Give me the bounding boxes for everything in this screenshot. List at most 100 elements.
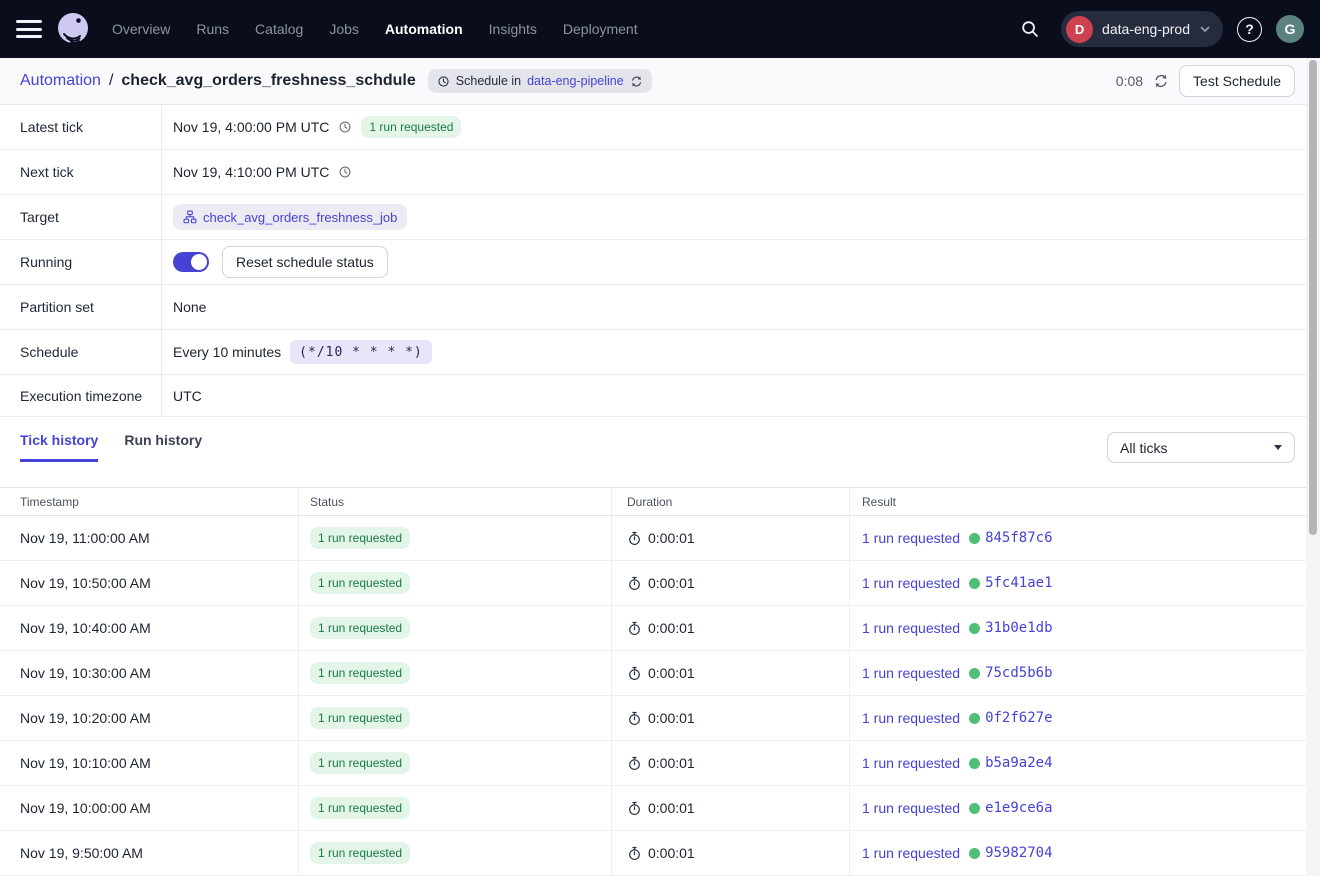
detail-row-latest-tick: Latest tick Nov 19, 4:00:00 PM UTC 1 run…: [0, 105, 1320, 150]
table-row: Nov 19, 10:00:00 AM 1 run requested 0:00…: [0, 786, 1320, 831]
status-badge: 1 run requested: [310, 752, 410, 774]
run-status-dot: [969, 713, 980, 724]
table-header: Timestamp Status Duration Result: [0, 487, 1320, 516]
column-header-duration: Duration: [612, 488, 850, 515]
cron-expression: (*/10 * * * *): [290, 340, 432, 364]
stopwatch-icon: [627, 756, 642, 771]
result-runs-link[interactable]: 1 run requested: [862, 845, 960, 861]
nav-right: D data-eng-prod ? G: [1013, 11, 1304, 47]
result-runs-link[interactable]: 1 run requested: [862, 710, 960, 726]
tick-timestamp: Nov 19, 11:00:00 AM: [0, 516, 299, 560]
run-status-dot: [969, 758, 980, 769]
stopwatch-icon: [627, 711, 642, 726]
tick-duration: 0:00:01: [648, 530, 695, 546]
nav-item-insights[interactable]: Insights: [489, 21, 537, 37]
detail-row-next-tick: Next tick Nov 19, 4:10:00 PM UTC: [0, 150, 1320, 195]
reset-schedule-status-button[interactable]: Reset schedule status: [222, 246, 388, 278]
detail-label: Partition set: [0, 285, 162, 329]
latest-tick-status-badge: 1 run requested: [361, 116, 461, 138]
column-header-result: Result: [850, 488, 1320, 515]
search-icon[interactable]: [1013, 12, 1047, 46]
tab-run-history[interactable]: Run history: [124, 432, 202, 462]
scrollbar-thumb[interactable]: [1309, 60, 1317, 535]
tick-duration: 0:00:01: [648, 845, 695, 861]
result-runs-link[interactable]: 1 run requested: [862, 665, 960, 681]
history-tabs-row: Tick history Run history All ticks: [0, 417, 1320, 487]
table-row: Nov 19, 10:40:00 AM 1 run requested 0:00…: [0, 606, 1320, 651]
run-id-link[interactable]: 75cd5b6b: [985, 665, 1052, 681]
timezone-value: UTC: [173, 388, 202, 404]
status-badge: 1 run requested: [310, 842, 410, 864]
partition-set-value: None: [173, 299, 206, 315]
run-status-dot: [969, 848, 980, 859]
detail-row-running: Running Reset schedule status: [0, 240, 1320, 285]
stopwatch-icon: [627, 801, 642, 816]
run-id-link[interactable]: 95982704: [985, 845, 1052, 861]
test-schedule-button[interactable]: Test Schedule: [1179, 65, 1295, 97]
user-avatar[interactable]: G: [1276, 15, 1304, 43]
hamburger-menu-icon[interactable]: [16, 20, 42, 38]
nav-item-automation[interactable]: Automation: [385, 21, 463, 37]
tick-timestamp: Nov 19, 10:20:00 AM: [0, 696, 299, 740]
status-badge: 1 run requested: [310, 707, 410, 729]
tab-tick-history[interactable]: Tick history: [20, 432, 98, 462]
stopwatch-icon: [627, 621, 642, 636]
tick-timestamp: Nov 19, 10:00:00 AM: [0, 786, 299, 830]
detail-label: Next tick: [0, 150, 162, 194]
clock-icon: [338, 165, 352, 179]
run-id-link[interactable]: 0f2f627e: [985, 710, 1052, 726]
result-runs-link[interactable]: 1 run requested: [862, 575, 960, 591]
target-job-link[interactable]: check_avg_orders_freshness_job: [173, 204, 407, 230]
breadcrumb-automation-link[interactable]: Automation: [20, 72, 101, 90]
schedule-description: Every 10 minutes: [173, 344, 281, 360]
run-id-link[interactable]: 845f87c6: [985, 530, 1052, 546]
run-id-link[interactable]: 5fc41ae1: [985, 575, 1052, 591]
detail-label: Schedule: [0, 330, 162, 374]
table-row: Nov 19, 9:50:00 AM 1 run requested 0:00:…: [0, 831, 1320, 876]
sync-icon[interactable]: [630, 75, 643, 88]
detail-label: Execution timezone: [0, 375, 162, 416]
refresh-icon[interactable]: [1153, 73, 1169, 89]
running-toggle[interactable]: [173, 252, 209, 272]
tick-timestamp: Nov 19, 10:30:00 AM: [0, 651, 299, 695]
next-tick-time: Nov 19, 4:10:00 PM UTC: [173, 164, 329, 180]
clock-icon: [338, 120, 352, 134]
result-runs-link[interactable]: 1 run requested: [862, 620, 960, 636]
run-id-link[interactable]: b5a9a2e4: [985, 755, 1052, 771]
breadcrumb-bar: Automation / check_avg_orders_freshness_…: [0, 58, 1320, 105]
result-runs-link[interactable]: 1 run requested: [862, 530, 960, 546]
detail-label: Target: [0, 195, 162, 239]
job-graph-icon: [183, 210, 197, 224]
vertical-scrollbar[interactable]: [1306, 58, 1320, 876]
help-icon[interactable]: ?: [1237, 17, 1262, 42]
result-runs-link[interactable]: 1 run requested: [862, 755, 960, 771]
nav-item-overview[interactable]: Overview: [112, 21, 170, 37]
tick-duration: 0:00:01: [648, 665, 695, 681]
nav-item-catalog[interactable]: Catalog: [255, 21, 303, 37]
detail-row-timezone: Execution timezone UTC: [0, 375, 1320, 417]
run-id-link[interactable]: 31b0e1db: [985, 620, 1052, 636]
tick-timestamp: Nov 19, 10:40:00 AM: [0, 606, 299, 650]
dagster-logo-icon[interactable]: [54, 10, 92, 48]
column-header-status: Status: [299, 488, 612, 515]
nav-links: Overview Runs Catalog Jobs Automation In…: [112, 21, 638, 37]
stopwatch-icon: [627, 666, 642, 681]
workspace-switcher[interactable]: D data-eng-prod: [1061, 11, 1223, 47]
repo-link[interactable]: data-eng-pipeline: [527, 74, 624, 88]
nav-item-jobs[interactable]: Jobs: [329, 21, 359, 37]
tick-filter-value: All ticks: [1120, 440, 1167, 456]
result-runs-link[interactable]: 1 run requested: [862, 800, 960, 816]
status-badge: 1 run requested: [310, 797, 410, 819]
run-id-link[interactable]: e1e9ce6a: [985, 800, 1052, 816]
nav-item-runs[interactable]: Runs: [196, 21, 229, 37]
status-badge: 1 run requested: [310, 662, 410, 684]
tick-timestamp: Nov 19, 10:10:00 AM: [0, 741, 299, 785]
nav-item-deployment[interactable]: Deployment: [563, 21, 638, 37]
tick-duration: 0:00:01: [648, 710, 695, 726]
latest-tick-time: Nov 19, 4:00:00 PM UTC: [173, 119, 329, 135]
table-row: Nov 19, 11:00:00 AM 1 run requested 0:00…: [0, 516, 1320, 561]
schedule-repo-badge: Schedule in data-eng-pipeline: [428, 69, 652, 93]
schedule-details: Latest tick Nov 19, 4:00:00 PM UTC 1 run…: [0, 105, 1320, 417]
tick-filter-select[interactable]: All ticks: [1107, 432, 1295, 463]
column-header-timestamp: Timestamp: [0, 488, 299, 515]
